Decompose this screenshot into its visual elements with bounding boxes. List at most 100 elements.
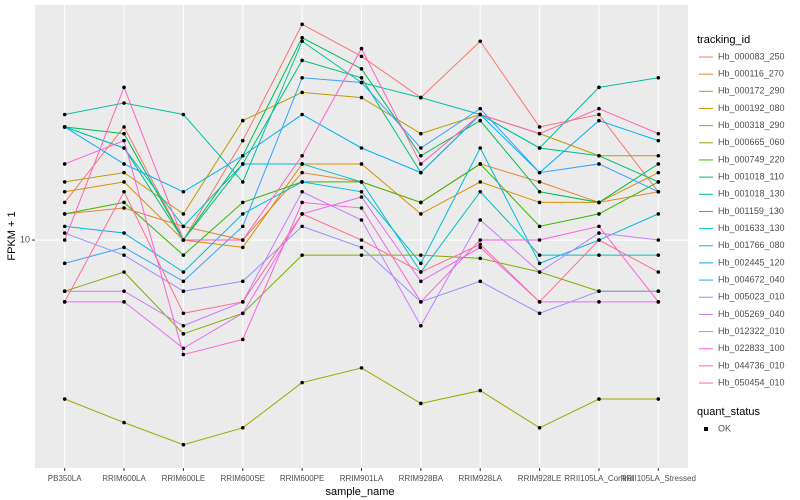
point [122,300,126,304]
point [419,95,423,100]
point [656,153,661,158]
point [359,366,364,370]
shape-legend-label: OK [718,423,731,433]
point [597,85,601,90]
point [478,189,483,194]
x-tick-label: PB350LA [48,474,82,483]
point [181,323,186,328]
point [62,112,67,117]
point [419,131,423,136]
point [122,253,126,257]
point [656,180,661,184]
point [62,212,67,216]
point [300,35,304,40]
point [359,195,364,199]
point [537,125,542,129]
point [537,253,542,257]
legend-label: Hb_001018_110 [718,171,784,181]
point [597,106,601,111]
point [240,212,245,216]
point [359,189,364,194]
legend-label: Hb_044736_010 [718,360,785,370]
point [62,180,67,184]
point [359,245,364,250]
point [597,118,601,123]
point [597,238,601,242]
point [240,337,245,342]
point [181,332,186,336]
point [478,238,483,242]
point [62,289,67,293]
point [122,125,126,129]
point [122,85,126,90]
point [656,131,661,136]
point [62,125,67,129]
point [537,146,542,150]
point [300,212,304,216]
point [122,231,126,235]
point [181,212,186,216]
point [359,238,364,242]
point [122,138,126,143]
point [181,442,186,447]
point [359,80,364,85]
legend-label: Hb_002445_120 [718,257,785,267]
point [359,54,364,59]
point [419,253,423,257]
point [122,180,126,184]
point [359,67,364,71]
point [597,212,601,216]
point [181,270,186,274]
legend-label: Hb_001018_130 [718,189,785,199]
point [62,162,67,166]
point [478,146,483,150]
point [419,146,423,150]
point [300,380,304,385]
x-tick-label: RRIM901LA [340,474,384,483]
point [597,153,601,158]
point [597,112,601,117]
point [597,253,601,257]
point [656,300,661,304]
point [537,170,542,175]
y-axis-title: FPKM + 1 [6,211,18,260]
x-tick-label: RRIM928LE [518,474,562,483]
point [62,200,67,205]
point [597,224,601,229]
point [478,39,483,44]
point [537,311,542,316]
point [62,231,67,235]
x-axis-title: sample_name [325,486,394,498]
point [597,231,601,235]
point [300,162,304,166]
point [656,289,661,293]
point [656,162,661,166]
legend-label: Hb_005023_010 [718,292,785,302]
legend-label: Hb_004672_040 [718,274,785,284]
point [656,138,661,143]
point [597,397,601,401]
point [478,162,483,166]
legend-label: Hb_001159_130 [718,206,784,216]
point [478,118,483,123]
shape-legend-key [704,427,708,431]
legend-title: tracking_id [697,34,750,46]
point [62,261,67,266]
point [478,242,483,247]
point [537,261,542,266]
point [597,200,601,205]
point [419,170,423,175]
point [181,112,186,117]
point [359,162,364,166]
point [359,75,364,80]
point [419,270,423,274]
point [62,397,67,401]
point [62,189,67,194]
point [240,238,245,242]
point [240,311,245,316]
point [181,346,186,351]
point [419,261,423,266]
point [240,180,245,184]
y-tick-label: 10 [20,234,30,244]
